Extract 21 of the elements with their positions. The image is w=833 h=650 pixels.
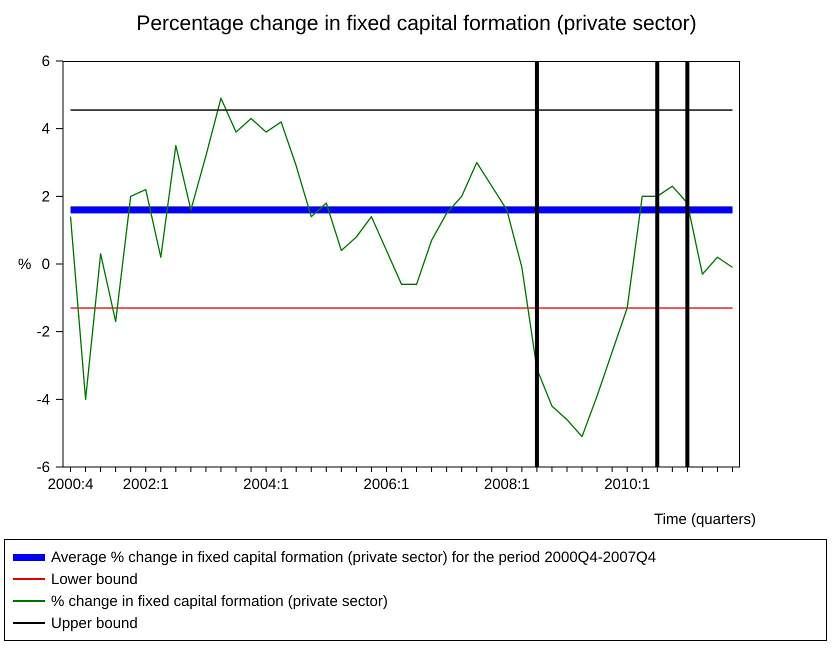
x-axis-title: Time (quarters) xyxy=(654,511,756,528)
legend-label: Upper bound xyxy=(51,614,138,632)
legend-label: Lower bound xyxy=(51,570,138,588)
legend-label: Average % change in fixed capital formation (private sector) for the period 2000Q4-2007Q4 xyxy=(51,548,656,566)
chart-title: Percentage change in fixed capital formation (private sector) xyxy=(135,12,698,36)
y-tick-label: 6 xyxy=(42,53,50,70)
x-tick-label: 2000:4 xyxy=(48,476,94,493)
y-tick-label: 2 xyxy=(42,188,50,206)
y-tick-label: -2 xyxy=(36,324,50,341)
y-axis-title: % xyxy=(18,256,32,273)
x-tick-label: 2010:1 xyxy=(604,476,650,493)
y-tick-label: 0 xyxy=(42,256,50,273)
y-tick-label: 4 xyxy=(42,120,50,138)
x-tick-label: 2004:1 xyxy=(243,476,290,493)
y-tick-label: -6 xyxy=(36,459,50,476)
line-series xyxy=(70,98,734,438)
x-tick-label: 2006:1 xyxy=(364,476,410,493)
x-tick-label: 2002:1 xyxy=(122,476,169,493)
legend-label: % change in fixed capital formation (private sector) xyxy=(51,592,388,610)
y-tick-label: -4 xyxy=(36,391,50,408)
x-tick-label: 2008:1 xyxy=(484,476,530,493)
